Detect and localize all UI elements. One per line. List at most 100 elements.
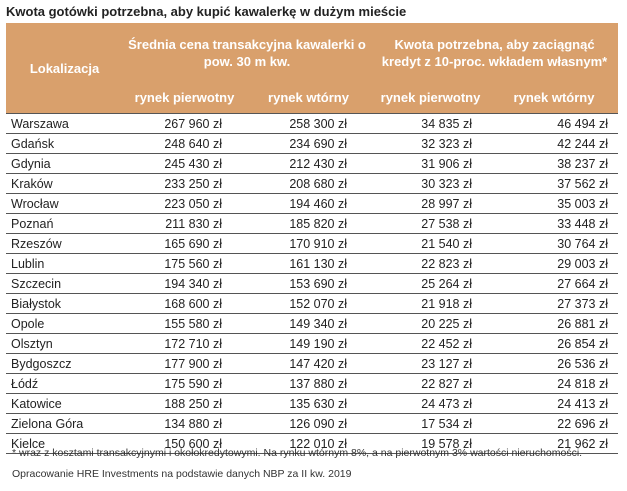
cell-primary-price: 267 960 zł — [123, 113, 246, 134]
cell-city: Kielce — [6, 433, 123, 454]
cell-city: Łódź — [6, 373, 123, 394]
cell-secondary-price: 137 880 zł — [246, 373, 371, 394]
cell-primary-credit: 34 835 zł — [371, 113, 490, 134]
cell-primary-price: 150 600 zł — [123, 433, 246, 454]
cell-secondary-credit: 37 562 zł — [490, 173, 619, 194]
cell-secondary-price: 122 010 zł — [246, 433, 371, 454]
cell-primary-credit: 20 225 zł — [371, 313, 490, 334]
header-primary-credit: rynek pierwotny — [371, 82, 490, 114]
cell-secondary-credit: 30 764 zł — [490, 233, 619, 254]
cell-secondary-credit: 24 818 zł — [490, 373, 619, 394]
cell-primary-price: 155 580 zł — [123, 313, 246, 334]
header-secondary-price: rynek wtórny — [246, 82, 371, 114]
cell-city: Gdynia — [6, 153, 123, 174]
table-row: Kielce 150 600 zł 122 010 zł 19 578 zł 21 96… — [6, 433, 619, 454]
header-group-price: Średnia cena transakcyjna kawalerki o po… — [123, 23, 371, 82]
cell-secondary-credit: 42 244 zł — [490, 133, 619, 154]
cell-primary-credit: 28 997 zł — [371, 193, 490, 214]
cell-city: Kraków — [6, 173, 123, 194]
cell-primary-price: 168 600 zł — [123, 293, 246, 314]
cell-secondary-credit: 26 536 zł — [490, 353, 619, 374]
cell-secondary-credit: 27 664 zł — [490, 273, 619, 294]
cell-primary-price: 134 880 zł — [123, 413, 246, 434]
cell-secondary-credit: 21 962 zł — [490, 433, 619, 454]
cell-primary-price: 175 560 zł — [123, 253, 246, 274]
cell-secondary-price: 212 430 zł — [246, 153, 371, 174]
cell-primary-credit: 22 827 zł — [371, 373, 490, 394]
cell-secondary-price: 208 680 zł — [246, 173, 371, 194]
table-row: Olsztyn 172 710 zł 149 190 zł 22 452 zł 26 8… — [6, 333, 619, 354]
cell-primary-price: 248 640 zł — [123, 133, 246, 154]
table-row: Bydgoszcz 177 900 zł 147 420 zł 23 127 zł 26… — [6, 353, 619, 374]
cell-primary-credit: 27 538 zł — [371, 213, 490, 234]
cell-secondary-credit: 26 854 zł — [490, 333, 619, 354]
cell-primary-credit: 24 473 zł — [371, 393, 490, 414]
table-title: Kwota gotówki potrzebna, aby kupić kawal… — [6, 4, 407, 19]
cell-secondary-price: 234 690 zł — [246, 133, 371, 154]
cell-city: Opole — [6, 313, 123, 334]
cell-city: Warszawa — [6, 113, 123, 134]
table-row: Lublin 175 560 zł 161 130 zł 22 823 zł 29 00… — [6, 253, 619, 274]
cell-primary-credit: 31 906 zł — [371, 153, 490, 174]
cell-primary-credit: 22 452 zł — [371, 333, 490, 354]
cell-secondary-price: 258 300 zł — [246, 113, 371, 134]
table-row: Gdynia 245 430 zł 212 430 zł 31 906 zł 38 23… — [6, 153, 619, 174]
table-body: Warszawa 267 960 zł 258 300 zł 34 835 zł 46 … — [6, 113, 619, 454]
cell-city: Gdańsk — [6, 133, 123, 154]
cell-city: Zielona Góra — [6, 413, 123, 434]
cell-city: Bydgoszcz — [6, 353, 123, 374]
cell-primary-credit: 25 264 zł — [371, 273, 490, 294]
cell-primary-credit: 17 534 zł — [371, 413, 490, 434]
table-row: Warszawa 267 960 zł 258 300 zł 34 835 zł 46 … — [6, 113, 619, 134]
cell-secondary-credit: 33 448 zł — [490, 213, 619, 234]
cell-secondary-price: 170 910 zł — [246, 233, 371, 254]
header-group-credit: Kwota potrzebna, aby zaciągnąć kredyt z … — [371, 23, 619, 82]
cell-secondary-credit: 24 413 zł — [490, 393, 619, 414]
cell-secondary-price: 126 090 zł — [246, 413, 371, 434]
table-row: Poznań 211 830 zł 185 820 zł 27 538 zł 33 44… — [6, 213, 619, 234]
cell-secondary-price: 185 820 zł — [246, 213, 371, 234]
footnote: * wraz z kosztami transakcyjnymi i około… — [12, 447, 583, 459]
cell-primary-price: 188 250 zł — [123, 393, 246, 414]
cell-secondary-credit: 26 881 zł — [490, 313, 619, 334]
header-primary-price: rynek pierwotny — [123, 82, 246, 114]
table-row: Szczecin 194 340 zł 153 690 zł 25 264 zł 27 … — [6, 273, 619, 294]
cell-primary-credit: 21 918 zł — [371, 293, 490, 314]
cell-city: Olsztyn — [6, 333, 123, 354]
cell-primary-credit: 21 540 zł — [371, 233, 490, 254]
header-secondary-credit: rynek wtórny — [490, 82, 619, 114]
cell-primary-price: 211 830 zł — [123, 213, 246, 234]
cell-secondary-price: 147 420 zł — [246, 353, 371, 374]
header-row-top: Lokalizacja Średnia cena transakcyjna ka… — [6, 23, 619, 114]
cell-secondary-credit: 27 373 zł — [490, 293, 619, 314]
cell-secondary-credit: 29 003 zł — [490, 253, 619, 274]
table-row: Łódź 175 590 zł 137 880 zł 22 827 zł 24 818 … — [6, 373, 619, 394]
cell-secondary-credit: 22 696 zł — [490, 413, 619, 434]
header-row-sub: rynek pierwotny rynek wtórny rynek pierw… — [6, 82, 619, 114]
table-row: Katowice 188 250 zł 135 630 zł 24 473 zł 24 … — [6, 393, 619, 414]
cell-primary-price: 233 250 zł — [123, 173, 246, 194]
cell-city: Wrocław — [6, 193, 123, 214]
cell-city: Rzeszów — [6, 233, 123, 254]
cell-primary-credit: 19 578 zł — [371, 433, 490, 454]
cell-primary-price: 194 340 zł — [123, 273, 246, 294]
table-row: Gdańsk 248 640 zł 234 690 zł 32 323 zł 42 24… — [6, 133, 619, 154]
cell-primary-price: 175 590 zł — [123, 373, 246, 394]
source-note: Opracowanie HRE Investments na podstawie… — [12, 468, 352, 480]
table-row: Zielona Góra 134 880 zł 126 090 zł 17 534 z… — [6, 413, 619, 434]
cell-primary-price: 223 050 zł — [123, 193, 246, 214]
cell-secondary-price: 161 130 zł — [246, 253, 371, 274]
cell-city: Lublin — [6, 253, 123, 274]
cell-primary-credit: 22 823 zł — [371, 253, 490, 274]
cell-secondary-price: 135 630 zł — [246, 393, 371, 414]
cell-primary-credit: 30 323 zł — [371, 173, 490, 194]
cell-secondary-credit: 35 003 zł — [490, 193, 619, 214]
cell-secondary-price: 149 190 zł — [246, 333, 371, 354]
cell-secondary-price: 194 460 zł — [246, 193, 371, 214]
cell-primary-credit: 32 323 zł — [371, 133, 490, 154]
cell-city: Katowice — [6, 393, 123, 414]
table-row: Wrocław 223 050 zł 194 460 zł 28 997 zł 35 0… — [6, 193, 619, 214]
table-row: Kraków 233 250 zł 208 680 zł 30 323 zł 37 56… — [6, 173, 619, 194]
cell-primary-price: 245 430 zł — [123, 153, 246, 174]
